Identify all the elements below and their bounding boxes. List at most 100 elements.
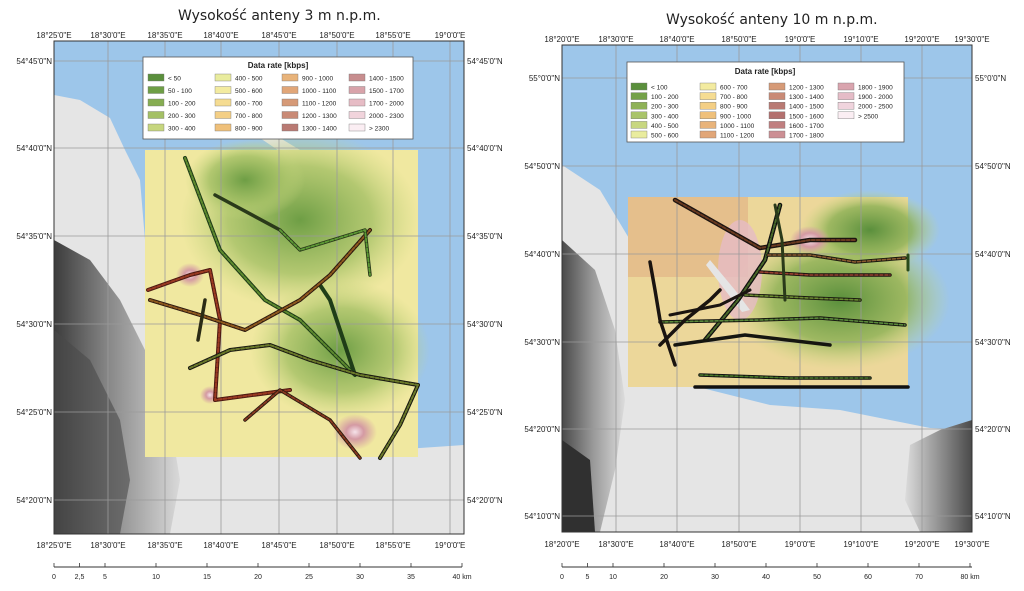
right-scale-label: 60: [864, 574, 872, 581]
right-top-lon-label: 18°30'0"E: [598, 35, 633, 44]
left-legend-swatch: [348, 123, 366, 132]
left-top-lon-label: 18°45'0"E: [261, 31, 296, 40]
left-legend-label: 600 - 700: [235, 101, 263, 108]
right-scale-bar: 0 5 10 20 30 40 50 60 70 80 km: [560, 563, 980, 581]
right-top-lon-label: 19°30'0"E: [954, 35, 989, 44]
right-legend-swatch: [699, 92, 717, 100]
right-legend-label: 200 - 300: [651, 104, 679, 111]
left-top-lon-label: 18°25'0"E: [36, 31, 71, 40]
right-legend-label: 1900 - 2000: [858, 94, 893, 101]
right-top-lon-label: 18°20'0"E: [544, 35, 579, 44]
right-legend-swatch: [699, 101, 717, 110]
right-legend: Data rate [kbps] < 100 100 - 200 200 - 300…: [626, 61, 905, 143]
right-bottom-lon-label: 18°40'0"E: [659, 540, 694, 549]
left-map-panel: Wysokość anteny 3 m n.p.m.: [0, 0, 510, 591]
left-right-lat-label: 54°40'0"N: [467, 144, 503, 153]
left-top-lon-label: 18°30'0"E: [90, 31, 125, 40]
left-legend-label: 1200 - 1300: [302, 113, 337, 120]
right-legend-label: 1600 - 1700: [789, 123, 824, 130]
right-legend-label: 800 - 900: [720, 104, 748, 111]
right-top-lon-label: 19°0'0"E: [785, 35, 816, 44]
right-legend-label: 1700 - 1800: [789, 133, 824, 140]
right-scale-label: 70: [915, 574, 923, 581]
right-bottom-lon-label: 18°20'0"E: [544, 540, 579, 549]
left-legend-label: 100 - 200: [168, 101, 196, 108]
right-legend-label: 500 - 600: [651, 133, 679, 140]
left-scale-label: 5: [103, 574, 107, 581]
left-legend-label: > 2300: [369, 126, 389, 133]
right-legend-swatch: [699, 111, 717, 120]
left-legend-swatch: [348, 86, 366, 94]
right-legend-label: 1800 - 1900: [858, 85, 893, 92]
right-scale-label: 20: [660, 574, 668, 581]
right-legend-label: 300 - 400: [651, 113, 679, 120]
right-legend-label: > 2500: [858, 113, 878, 120]
left-top-lon-label: 18°55'0"E: [375, 31, 410, 40]
right-bottom-lon-label: 18°30'0"E: [598, 540, 633, 549]
left-legend-label: 2000 - 2300: [369, 113, 404, 120]
left-legend-label: 1000 - 1100: [302, 88, 337, 95]
right-scale-label: 10: [609, 574, 617, 581]
left-legend-label: 1100 - 1200: [302, 101, 337, 108]
right-legend-label: 1100 - 1200: [720, 133, 755, 140]
right-legend-swatch: [768, 101, 786, 110]
right-right-lat-label: 54°30'0"N: [975, 338, 1011, 347]
right-legend-swatch: [699, 121, 717, 129]
right-map-panel: Wysokość anteny 10 m n.p.m.: [510, 0, 1024, 591]
left-right-lat-label: 54°45'0"N: [467, 57, 503, 66]
left-legend-swatch: [281, 98, 299, 107]
right-left-lat-label: 54°50'0"N: [524, 162, 560, 171]
left-top-lon-label: 18°35'0"E: [147, 31, 182, 40]
right-legend-label: 1400 - 1500: [789, 104, 824, 111]
right-right-lat-label: 54°20'0"N: [975, 425, 1011, 434]
left-scale-label: 30: [356, 574, 364, 581]
right-right-lat-label: 54°50'0"N: [975, 162, 1011, 171]
left-bottom-lon-label: 19°0'0"E: [435, 541, 466, 550]
left-legend-title: Data rate [kbps]: [248, 61, 309, 70]
right-scale-label: 40: [762, 574, 770, 581]
right-legend-title: Data rate [kbps]: [735, 67, 796, 76]
left-legend-swatch: [147, 111, 165, 119]
right-left-lat-label: 54°10'0"N: [524, 512, 560, 521]
left-legend-label: 700 - 800: [235, 113, 263, 120]
left-right-lat-label: 54°30'0"N: [467, 320, 503, 329]
left-legend-swatch: [281, 123, 299, 132]
right-legend-swatch: [837, 111, 855, 120]
left-top-lon-label: 19°0'0"E: [435, 31, 466, 40]
left-left-lat-label: 54°35'0"N: [16, 232, 52, 241]
left-legend-label: 400 - 500: [235, 76, 263, 83]
left-scale-bar: 0 2,5 5 10 15 20 25 30 35 40 km: [52, 563, 472, 581]
left-map: Data rate [kbps] < 50 50 - 100 100 - 200 20…: [16, 31, 503, 581]
left-legend-label: 900 - 1000: [302, 76, 333, 83]
left-map-title: Wysokość anteny 3 m n.p.m.: [178, 8, 381, 24]
right-scale-label: 5: [586, 574, 590, 581]
right-left-lat-label: 54°40'0"N: [524, 250, 560, 259]
right-legend-swatch: [630, 121, 648, 129]
left-legend-swatch: [214, 123, 232, 132]
right-legend-swatch: [768, 121, 786, 129]
right-legend-swatch: [630, 111, 648, 120]
right-left-lat-label: 55°0'0"N: [529, 74, 560, 83]
right-right-lat-label: 54°40'0"N: [975, 250, 1011, 259]
right-legend-label: 2000 - 2500: [858, 104, 893, 111]
right-top-lon-label: 19°20'0"E: [904, 35, 939, 44]
left-legend-swatch: [281, 73, 299, 82]
left-scale-label: 40 km: [452, 574, 471, 581]
left-scale-label: 15: [203, 574, 211, 581]
left-right-lat-label: 54°20'0"N: [467, 496, 503, 505]
left-legend: Data rate [kbps] < 50 50 - 100 100 - 200 20…: [142, 56, 414, 140]
right-scale-label: 30: [711, 574, 719, 581]
left-legend-label: 500 - 600: [235, 88, 263, 95]
right-legend-swatch: [837, 101, 855, 110]
left-legend-swatch: [348, 111, 366, 119]
left-bottom-lon-label: 18°55'0"E: [375, 541, 410, 550]
left-legend-swatch: [147, 98, 165, 107]
right-legend-label: < 100: [651, 85, 668, 92]
left-scale-label: 35: [407, 574, 415, 581]
left-legend-swatch: [147, 86, 165, 94]
left-scale-label: 2,5: [75, 574, 85, 581]
left-bottom-lon-label: 18°25'0"E: [36, 541, 71, 550]
right-scale-label: 50: [813, 574, 821, 581]
left-legend-label: 300 - 400: [168, 126, 196, 133]
right-scale-label: 0: [560, 574, 564, 581]
